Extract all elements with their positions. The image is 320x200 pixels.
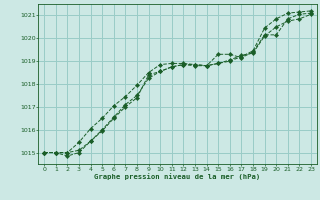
- X-axis label: Graphe pression niveau de la mer (hPa): Graphe pression niveau de la mer (hPa): [94, 173, 261, 180]
